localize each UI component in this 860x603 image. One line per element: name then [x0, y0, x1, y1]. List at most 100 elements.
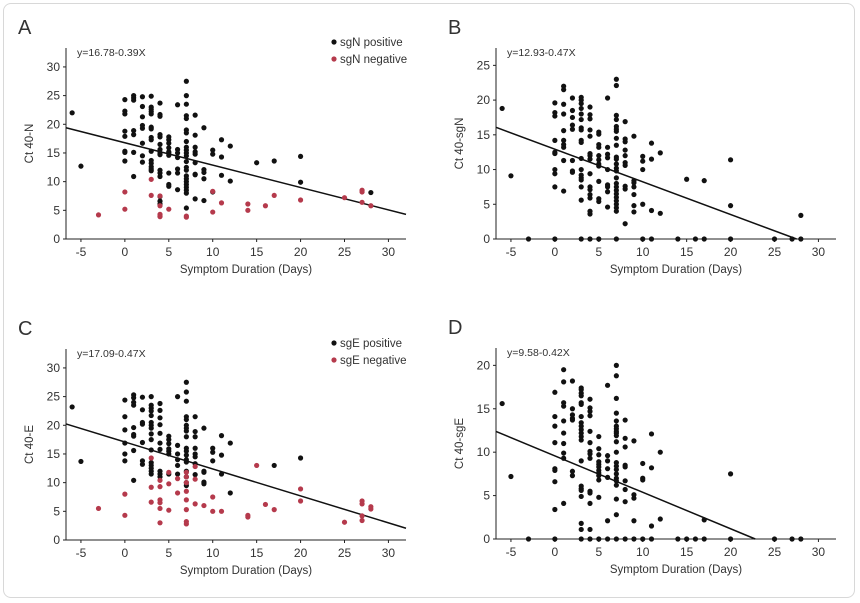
data-point: [552, 389, 558, 395]
data-point: [798, 236, 804, 242]
data-point: [604, 189, 611, 195]
data-point: [359, 513, 365, 519]
x-axis-label: Symptom Duration (Days): [180, 565, 312, 577]
data-point: [622, 499, 628, 505]
data-point: [578, 526, 584, 533]
data-point: [569, 406, 576, 412]
data-point: [552, 171, 558, 177]
x-tick-label: 25: [338, 245, 352, 259]
data-point: [569, 157, 576, 164]
data-point: [157, 484, 163, 490]
data-point: [122, 512, 128, 518]
data-point: [183, 389, 189, 395]
data-point: [359, 189, 365, 195]
x-tick-label: 20: [724, 245, 738, 259]
series-negative: [95, 455, 374, 527]
x-tick-label: 15: [680, 545, 694, 559]
data-point: [157, 520, 163, 526]
data-point: [561, 144, 567, 150]
panel-label: A: [18, 17, 32, 39]
x-tick-label: 30: [382, 245, 396, 259]
data-point: [578, 105, 584, 112]
data-point: [648, 236, 655, 242]
y-tick-label: 25: [47, 390, 61, 404]
data-point: [157, 152, 163, 158]
data-point: [561, 455, 567, 461]
data-point: [587, 112, 593, 118]
x-axis-label: Symptom Duration (Days): [610, 564, 742, 576]
data-point: [192, 144, 198, 150]
data-point: [183, 416, 189, 423]
data-point: [148, 425, 154, 431]
regression-line: [65, 127, 407, 216]
data-point: [78, 163, 84, 169]
data-point: [262, 501, 269, 508]
data-point: [561, 128, 567, 134]
y-tick-label: 10: [47, 175, 61, 189]
data-point: [613, 112, 619, 118]
y-tick-label: 0: [483, 532, 490, 546]
data-point: [631, 203, 637, 209]
data-point: [798, 536, 804, 542]
data-point: [604, 453, 611, 459]
data-point: [271, 158, 277, 164]
data-point: [166, 451, 172, 457]
data-point: [561, 418, 567, 424]
data-point: [657, 516, 663, 522]
data-point: [578, 184, 584, 190]
data-point: [183, 205, 189, 211]
data-point: [183, 153, 189, 159]
data-point: [587, 187, 593, 193]
data-point: [622, 186, 628, 192]
data-point: [192, 160, 198, 166]
data-point: [297, 197, 304, 203]
data-point: [192, 434, 198, 440]
data-point: [604, 458, 611, 464]
x-tick-label: -5: [76, 546, 87, 560]
y-tick-label: 5: [53, 504, 60, 518]
data-point: [596, 144, 602, 150]
data-point: [727, 471, 734, 477]
data-point: [587, 156, 593, 162]
data-point: [569, 126, 576, 132]
data-point: [210, 445, 216, 451]
data-point: [254, 462, 260, 469]
data-point: [192, 414, 198, 420]
data-point: [271, 462, 277, 469]
panel-a: Ay=16.78-0.39X -5 0 5 10 15 20 25 30 0 5 10 15 20 25 30…: [18, 17, 407, 276]
data-point: [218, 471, 225, 477]
data-point: [561, 440, 567, 447]
data-point: [201, 481, 207, 487]
data-point: [192, 151, 198, 157]
data-point: [561, 500, 567, 507]
data-point: [227, 440, 233, 446]
data-point: [210, 151, 216, 157]
data-point: [210, 494, 216, 500]
data-point: [148, 499, 154, 505]
data-point: [148, 447, 154, 453]
data-point: [622, 536, 628, 542]
legend-label: sgN positive: [340, 37, 403, 49]
data-point: [368, 506, 374, 512]
data-point: [148, 126, 154, 132]
data-point: [122, 414, 128, 420]
data-point: [131, 433, 137, 439]
data-point: [148, 484, 154, 490]
data-point: [201, 176, 207, 182]
data-point: [157, 422, 163, 428]
data-point: [596, 131, 602, 137]
data-point: [552, 506, 558, 513]
y-axis-label: Ct 40-E: [24, 425, 36, 464]
data-point: [157, 214, 163, 220]
data-point: [174, 170, 181, 176]
data-point: [552, 166, 558, 173]
data-point: [561, 403, 567, 409]
data-point: [578, 458, 584, 464]
data-point: [69, 110, 75, 116]
data-point: [613, 482, 619, 488]
data-point: [684, 176, 690, 182]
data-point: [148, 431, 154, 437]
x-tick-label: 15: [680, 245, 694, 259]
panel-d: Dy=9.58-0.42X -5 0 5 10 15 20 25 30 0 5 10 15 20 Sympt…: [448, 317, 836, 576]
data-point: [701, 517, 707, 523]
